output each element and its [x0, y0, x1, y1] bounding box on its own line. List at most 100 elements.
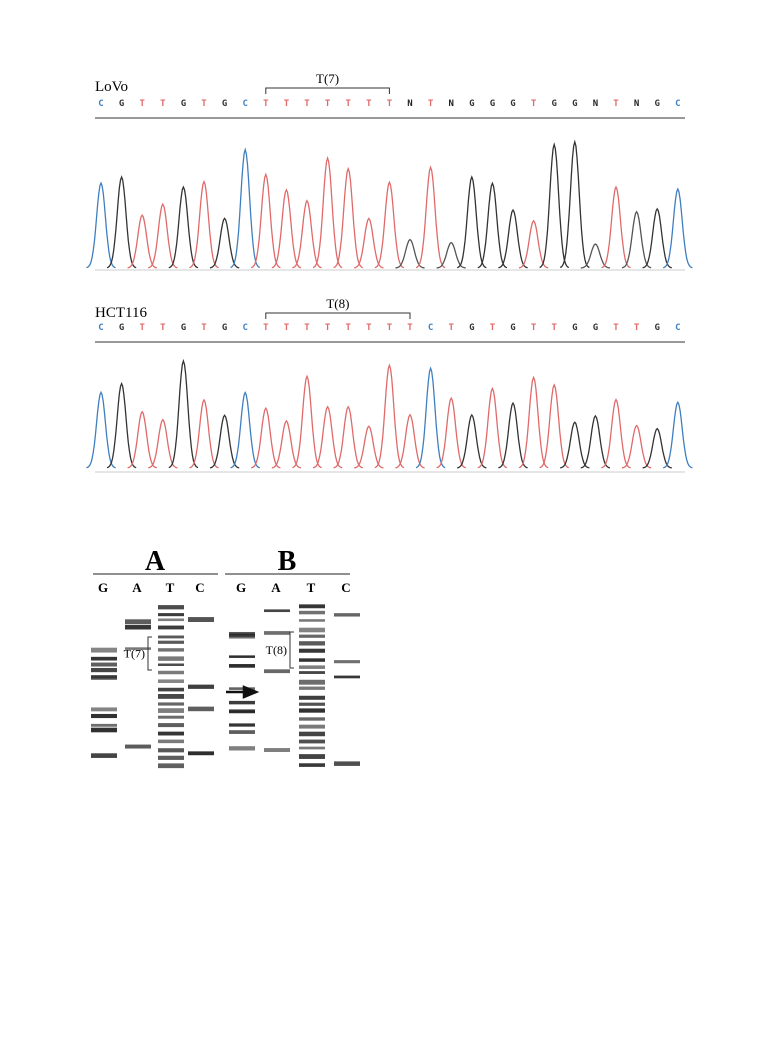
base-call: T — [613, 99, 619, 109]
gel-band — [334, 675, 360, 679]
base-call: T — [490, 323, 496, 333]
trace-peak — [601, 185, 631, 269]
gel-band — [91, 723, 117, 727]
gel-band — [158, 748, 184, 753]
base-call: T — [284, 323, 290, 333]
trace-peak — [642, 207, 672, 269]
trace-peak — [168, 185, 199, 269]
trace-peak — [374, 180, 405, 269]
gel-band — [158, 613, 184, 617]
sample-label: HCT116 — [95, 305, 147, 321]
gel-band — [125, 625, 151, 630]
gel-band — [158, 723, 184, 728]
trace-peak — [559, 139, 590, 269]
trace-peak — [189, 398, 219, 469]
trace-peak — [209, 414, 240, 469]
base-call: N — [593, 99, 598, 109]
base-call: T — [201, 99, 207, 109]
base-call: N — [407, 99, 412, 109]
gel-band — [299, 695, 325, 700]
trace-peak — [333, 166, 364, 269]
gel-band — [264, 669, 290, 674]
gel-band — [158, 755, 184, 760]
trace-peak — [374, 363, 405, 469]
base-call: T — [613, 323, 619, 333]
base-call: T — [160, 99, 166, 109]
base-call: T — [284, 99, 290, 109]
gel-band — [299, 702, 325, 706]
gel-band — [158, 648, 184, 652]
trace-peak — [457, 413, 487, 469]
gel-band — [229, 730, 255, 734]
gel-band — [158, 687, 184, 692]
gel-band — [299, 686, 325, 690]
base-call: T — [387, 323, 393, 333]
base-call: C — [242, 323, 247, 333]
gel-band — [299, 724, 325, 729]
gel-band — [299, 665, 325, 669]
trace-peak — [539, 383, 570, 469]
gel-band — [158, 618, 184, 622]
base-call: G — [490, 99, 495, 109]
gel-band — [158, 694, 184, 699]
trace-peak — [250, 172, 281, 269]
base-call: T — [139, 323, 145, 333]
base-call: T — [201, 323, 207, 333]
gel-band — [299, 671, 325, 674]
gel-band — [299, 754, 325, 759]
gel-band — [299, 708, 325, 713]
base-call: G — [510, 99, 515, 109]
base-call: G — [119, 323, 124, 333]
trace-peak — [601, 398, 631, 469]
base-call: C — [242, 99, 247, 109]
gel-band — [334, 613, 360, 617]
gel-band — [158, 763, 184, 769]
lane-label: C — [341, 580, 350, 595]
base-call: G — [551, 99, 556, 109]
gel-band — [299, 610, 325, 615]
base-call: G — [572, 323, 577, 333]
gel-band — [229, 710, 255, 714]
trace-peak — [251, 406, 281, 469]
trace-peak — [621, 210, 652, 269]
lane-label: A — [132, 580, 142, 595]
base-call: G — [181, 99, 186, 109]
base-call: T — [634, 323, 640, 333]
trace-peak — [127, 410, 157, 469]
base-call: T — [325, 99, 331, 109]
gel-band — [125, 647, 151, 650]
base-call: G — [654, 99, 659, 109]
gel-band — [264, 631, 290, 635]
base-call: T — [428, 99, 434, 109]
gel-band — [158, 635, 184, 639]
trace-peak — [106, 175, 137, 269]
gel-band — [125, 744, 151, 749]
trace-peak — [415, 366, 446, 469]
repeat-bracket — [265, 87, 390, 94]
trace-peak — [86, 390, 116, 469]
gel-band — [158, 702, 184, 706]
base-call: T — [531, 99, 537, 109]
gel-band — [188, 751, 214, 756]
sample-label: LoVo — [95, 79, 128, 95]
base-call: G — [572, 99, 577, 109]
trace-peak — [127, 214, 157, 269]
trace-peak — [539, 141, 570, 269]
trace-peak — [477, 386, 508, 469]
gel-band — [158, 605, 184, 610]
gel-band — [299, 763, 325, 767]
trace-peak — [168, 358, 199, 469]
base-call: C — [98, 323, 103, 333]
gel-band — [91, 675, 117, 679]
repeat-label: T(7) — [124, 647, 145, 661]
base-call: G — [181, 323, 186, 333]
base-call: T — [366, 323, 372, 333]
base-call: N — [448, 99, 453, 109]
base-call: T — [139, 99, 145, 109]
gel-band — [188, 706, 214, 712]
gel-band — [91, 667, 117, 673]
trace-peak — [498, 401, 528, 469]
base-call: C — [675, 99, 680, 109]
trace-peak — [498, 208, 528, 269]
base-call: T — [387, 99, 393, 109]
